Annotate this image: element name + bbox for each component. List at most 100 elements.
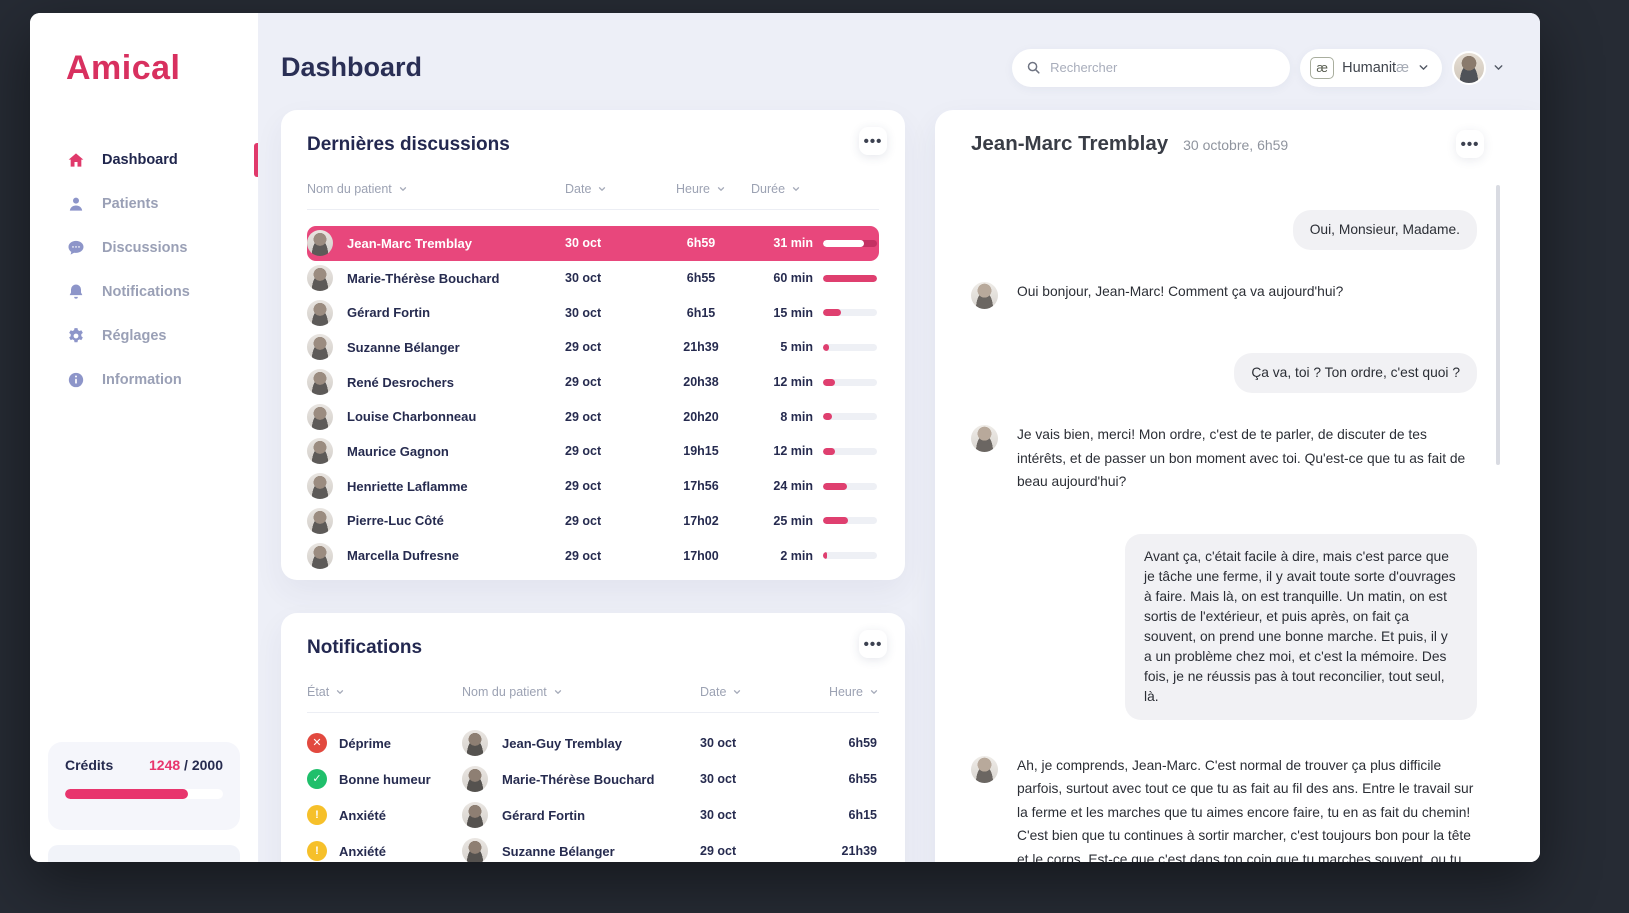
sidebar-item-dashboard[interactable]: Dashboard: [30, 138, 258, 182]
sidebar-item-notifications[interactable]: Notifications: [30, 270, 258, 314]
notifications-card: Notifications ••• État Nom du patient Da…: [281, 613, 905, 862]
duration-bar: [823, 378, 877, 386]
cut-off-button: [48, 845, 240, 862]
assistant-message-text: Oui bonjour, Jean-Marc! Comment ça va au…: [1017, 284, 1344, 299]
patient-avatar: [462, 838, 488, 862]
table-row[interactable]: Pierre-Luc Côté 29 oct 17h02 25 min: [307, 504, 879, 539]
patient-name: Suzanne Bélanger: [347, 339, 460, 355]
status-success-icon: ✓: [307, 769, 327, 789]
table-row[interactable]: Marcella Dufresne 29 oct 17h00 2 min: [307, 538, 879, 573]
sidebar-item-label: Discussions: [102, 240, 188, 256]
notification-date: 30 oct: [700, 772, 737, 786]
chat-header: Jean-Marc Tremblay 30 octobre, 6h59: [971, 132, 1477, 156]
table-row[interactable]: Maurice Gagnon 29 oct 19h15 12 min: [307, 434, 879, 469]
credits-progress-fill: [65, 789, 189, 799]
assistant-avatar: [971, 282, 998, 309]
search-bar[interactable]: [1012, 48, 1291, 87]
patient-avatar: [462, 802, 488, 828]
table-row[interactable]: ! Anxiété Gérard Fortin 30 oct 6h15: [307, 797, 879, 833]
table-row[interactable]: René Desrochers 29 oct 20h38 12 min: [307, 365, 879, 400]
table-row[interactable]: Suzanne Bélanger 29 oct 21h39 5 min: [307, 330, 879, 365]
discussions-column-headers: Nom du patient Date Heure Durée: [307, 182, 879, 210]
notification-date: 29 oct: [700, 844, 737, 858]
column-header-duration[interactable]: Durée: [751, 182, 823, 196]
patient-name: Louise Charbonneau: [347, 409, 477, 425]
patient-name: Marcella Dufresne: [347, 548, 459, 564]
discussion-time: 17h02: [683, 513, 719, 528]
table-row[interactable]: ✕ Déprime Jean-Guy Tremblay 30 oct 6h59: [307, 725, 879, 761]
sidebar-item-label: Réglages: [102, 328, 167, 344]
column-header-date[interactable]: Date: [700, 685, 810, 699]
table-row[interactable]: Marie-Thérèse Bouchard 30 oct 6h55 60 mi…: [307, 261, 879, 296]
discussion-time: 19h15: [683, 444, 719, 459]
discussion-date: 30 oct: [565, 271, 602, 286]
notification-time: 21h39: [841, 844, 877, 858]
notification-time: 6h59: [848, 736, 878, 750]
status-label: Déprime: [339, 735, 392, 751]
discussions-menu-button[interactable]: •••: [859, 127, 887, 155]
column-header-name[interactable]: Nom du patient: [307, 182, 565, 196]
discussion-duration: 12 min: [773, 444, 813, 459]
table-row[interactable]: ✓ Bonne humeur Marie-Thérèse Bouchard 30 …: [307, 761, 879, 797]
patient-name: Pierre-Luc Côté: [347, 513, 444, 529]
sidebar-item-discussions[interactable]: Discussions: [30, 226, 258, 270]
patient-name: Marie-Thérèse Bouchard: [502, 771, 655, 787]
discussion-duration: 25 min: [773, 513, 813, 528]
discussion-time: 20h20: [683, 409, 719, 424]
chat-menu-button[interactable]: •••: [1456, 130, 1484, 158]
column-header-date[interactable]: Date: [565, 182, 651, 196]
main-area: Dashboard æ Humanitæ: [258, 13, 1540, 862]
column-header-time[interactable]: Heure: [810, 685, 879, 699]
patient-avatar: [307, 403, 333, 430]
chat-scrollbar[interactable]: [1496, 185, 1500, 465]
search-input[interactable]: [1050, 60, 1277, 75]
table-row[interactable]: Henriette Laflamme 29 oct 17h56 24 min: [307, 469, 879, 504]
sidebar-item-label: Notifications: [102, 284, 190, 300]
table-row[interactable]: ! Anxiété Suzanne Bélanger 29 oct 21h39: [307, 833, 879, 862]
user-menu[interactable]: [1452, 50, 1505, 85]
sidebar-item-information[interactable]: Information: [30, 358, 258, 402]
table-row[interactable]: Jean-Marc Tremblay 30 oct 6h59 31 min: [307, 226, 879, 261]
discussions-table: Jean-Marc Tremblay 30 oct 6h59 31 min Ma…: [307, 226, 879, 573]
notifications-menu-button[interactable]: •••: [859, 630, 887, 658]
discussion-time: 21h39: [683, 340, 719, 355]
sidebar-item-patients[interactable]: Patients: [30, 182, 258, 226]
notifications-table: ✕ Déprime Jean-Guy Tremblay 30 oct 6h59 ✓…: [307, 725, 879, 862]
duration-bar: [823, 517, 877, 525]
column-header-time[interactable]: Heure: [651, 182, 751, 196]
duration-bar: [823, 343, 877, 351]
patient-avatar: [307, 230, 333, 257]
page-title: Dashboard: [281, 52, 423, 82]
discussion-time: 6h15: [686, 305, 716, 320]
notifications-title: Notifications: [307, 637, 423, 658]
discussion-duration: 5 min: [780, 340, 813, 355]
patients-icon: [66, 194, 86, 214]
column-header-status[interactable]: État: [307, 685, 462, 699]
chat-panel: Jean-Marc Tremblay 30 octobre, 6h59 ••• …: [935, 110, 1540, 862]
discussions-title: Dernières discussions: [307, 134, 510, 155]
language-badge-icon: æ: [1310, 56, 1335, 79]
column-header-name[interactable]: Nom du patient: [462, 685, 700, 699]
assistant-avatar: [971, 755, 998, 783]
user-avatar: [1452, 50, 1486, 85]
patient-avatar: [307, 507, 333, 534]
patient-name: Gérard Fortin: [347, 305, 431, 321]
assistant-message: Oui bonjour, Jean-Marc! Comment ça va au…: [971, 280, 1343, 309]
bell-icon: [66, 282, 86, 302]
notification-time: 6h15: [848, 808, 878, 822]
language-selector[interactable]: æ Humanitæ: [1300, 48, 1442, 87]
sidebar-item-label: Dashboard: [102, 152, 178, 168]
discussion-date: 29 oct: [565, 513, 602, 528]
language-name: Humanitæ: [1342, 59, 1409, 76]
patient-avatar: [307, 334, 333, 361]
table-row[interactable]: Louise Charbonneau 29 oct 20h20 8 min: [307, 399, 879, 434]
discussion-date: 29 oct: [565, 375, 602, 390]
duration-bar: [823, 413, 877, 421]
patient-avatar: [307, 369, 333, 396]
sort-chevron-icon: [734, 690, 741, 694]
discussion-duration: 8 min: [780, 409, 813, 424]
discussion-duration: 60 min: [773, 271, 813, 286]
sidebar-item-settings[interactable]: Réglages: [30, 314, 258, 358]
table-row[interactable]: Gérard Fortin 30 oct 6h15 15 min: [307, 295, 879, 330]
patient-name: Jean-Guy Tremblay: [502, 735, 622, 751]
